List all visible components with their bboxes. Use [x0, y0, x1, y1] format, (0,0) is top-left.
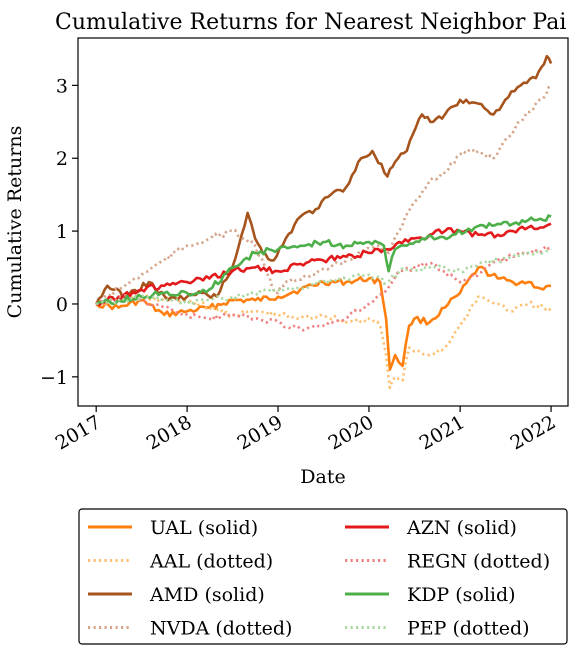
legend-label: NVDA (dotted): [150, 618, 292, 640]
legend-label: UAL (solid): [150, 517, 258, 539]
y-tick-label: −1: [40, 367, 68, 389]
series-line-pep: [96, 248, 552, 306]
legend-label: AMD (solid): [149, 584, 265, 606]
legend: UAL (solid) AAL (dotted) AMD (solid) NVDA (…: [78, 508, 568, 645]
x-tick-label: 2017: [52, 411, 105, 454]
x-tick-label: 2021: [416, 411, 469, 454]
y-tick-label: 1: [56, 221, 68, 243]
x-axis-label: Date: [300, 466, 345, 488]
series-line-regn: [95, 244, 553, 332]
x-tick-label: 2018: [143, 411, 196, 454]
y-tick-label: 3: [56, 75, 68, 97]
legend-label: AAL (dotted): [149, 551, 273, 573]
y-tick-label: 0: [56, 294, 68, 316]
legend-label: PEP (dotted): [407, 618, 530, 640]
plot-frame: [77, 37, 569, 407]
y-axis: −1 0 1 2 3: [40, 75, 78, 389]
series-line-nvda: [95, 84, 552, 306]
chart-title: Cumulative Returns for Nearest Neighbor …: [55, 10, 566, 35]
plot-area: −1 0 1 2 3 2017 2018 2019 2020 2021 2022 Cumulati…: [4, 37, 569, 488]
x-tick-label: 2020: [325, 411, 378, 454]
legend-label: AZN (solid): [406, 517, 517, 539]
legend-label: KDP (solid): [407, 584, 516, 606]
y-tick-label: 2: [56, 148, 68, 170]
legend-frame: [78, 508, 568, 645]
series-line-amd: [95, 54, 553, 305]
y-axis-label: Cumulative Returns: [4, 126, 26, 319]
legend-label: REGN (dotted): [407, 551, 550, 573]
series-line-ual: [95, 265, 552, 371]
series-layer: [95, 54, 553, 390]
x-tick-label: 2019: [234, 411, 287, 454]
series-line-azn: [95, 222, 552, 307]
series-line-aal: [95, 293, 553, 390]
x-tick-label: 2022: [507, 411, 560, 454]
series-line-kdp: [95, 214, 552, 306]
x-axis: 2017 2018 2019 2020 2021 2022: [52, 406, 560, 455]
